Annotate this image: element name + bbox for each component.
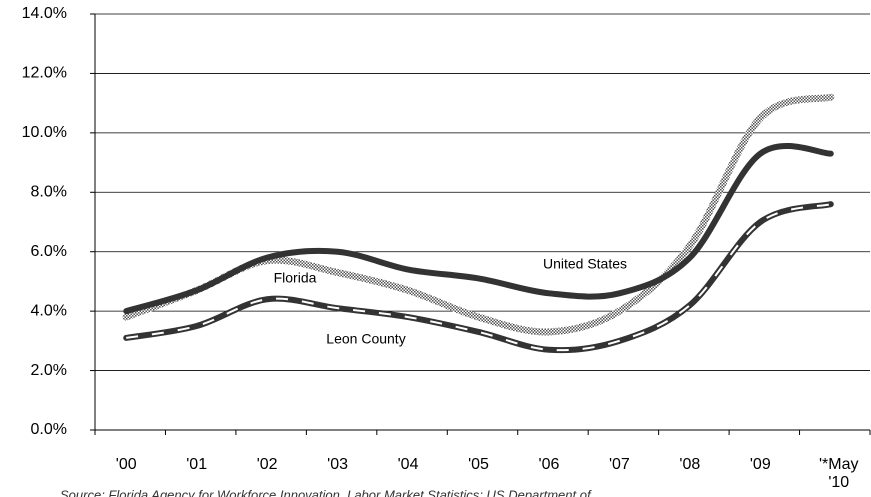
x-tick-label: '02 (257, 456, 278, 473)
x-tick-label: '07 (609, 456, 630, 473)
annotation: Florida (274, 270, 317, 286)
annotation: Leon County (326, 331, 405, 347)
x-tick-label: '00 (116, 456, 137, 473)
annotation: United States (543, 256, 627, 272)
x-tick-label: '08 (679, 456, 700, 473)
source-note: Source: Florida Agency for Workforce Inn… (60, 487, 592, 497)
x-tick-label: '*May '10 (819, 456, 859, 491)
x-tick-label: '04 (398, 456, 419, 473)
x-tick-label: '03 (327, 456, 348, 473)
x-tick-label: '01 (186, 456, 207, 473)
y-tick-label: 12.0% (22, 65, 67, 82)
y-tick-label: 4.0% (31, 302, 67, 319)
x-tick-label: '06 (539, 456, 560, 473)
line (122, 93, 835, 336)
y-tick-label: 6.0% (31, 243, 67, 260)
y-tick-label: 14.0% (22, 5, 67, 22)
line (123, 142, 834, 315)
y-tick-label: 8.0% (31, 184, 67, 201)
y-tick-label: 0.0% (31, 421, 67, 438)
line-dash-overlay (126, 203, 832, 352)
y-tick-label: 10.0% (22, 124, 67, 141)
y-tick-label: 2.0% (31, 362, 67, 379)
x-tick-label: '05 (468, 456, 489, 473)
x-tick-label: '09 (750, 456, 771, 473)
